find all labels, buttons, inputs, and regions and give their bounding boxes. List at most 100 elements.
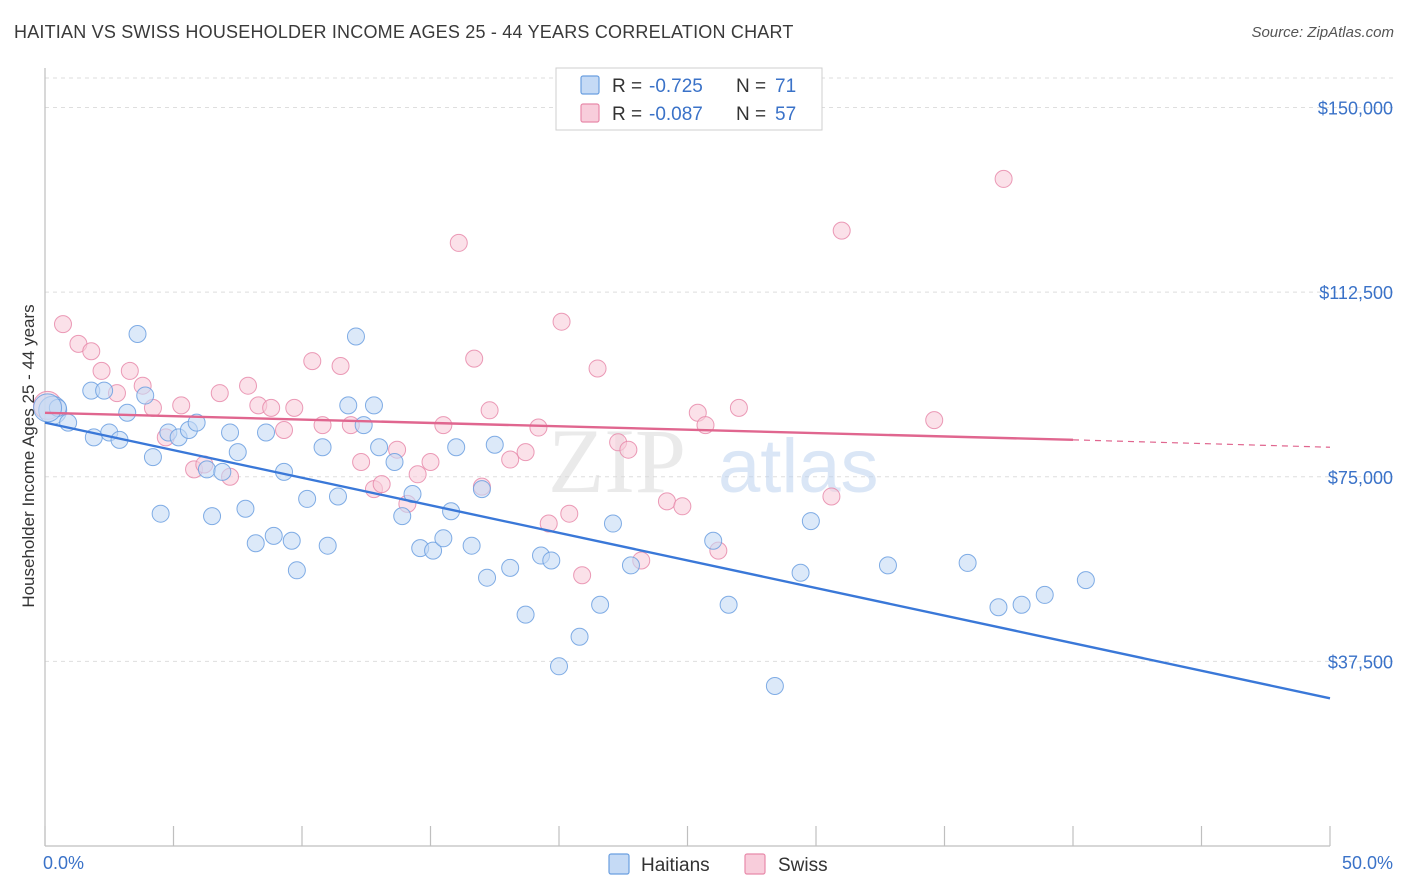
- haitian-point: [282, 531, 301, 550]
- haitian-point: [570, 627, 589, 646]
- watermark-atlas: atlas: [718, 424, 879, 509]
- haitian-point: [1076, 571, 1095, 590]
- haitian-point: [151, 504, 170, 523]
- haitian-trend-line: [44, 421, 1331, 700]
- haitian-point: [287, 561, 306, 580]
- points-layer: [33, 169, 1095, 695]
- legend-r-label-haitians: R =: [612, 76, 642, 97]
- haitian-point: [246, 534, 265, 553]
- haitian-point: [221, 423, 240, 442]
- source-label: Source: ZipAtlas.com: [1251, 24, 1394, 41]
- haitian-point: [354, 416, 373, 435]
- haitian-point: [393, 507, 412, 526]
- swiss-point: [275, 421, 294, 439]
- haitian-point: [385, 453, 404, 471]
- haitian-point: [228, 443, 247, 462]
- haitian-point: [989, 598, 1008, 617]
- haitian-point: [257, 423, 276, 442]
- haitian-point: [370, 438, 389, 457]
- swiss-point: [434, 416, 453, 435]
- bottom-legend-swatch-haitians: [608, 853, 630, 875]
- bottom-legend-label-swiss: Swiss: [778, 855, 828, 876]
- trend-layer: [44, 411, 1331, 700]
- swiss-point: [372, 475, 391, 494]
- haitian-point: [1035, 585, 1054, 604]
- legend-n-value-haitians: 71: [775, 76, 796, 97]
- haitian-point: [462, 536, 481, 555]
- haitian-point: [197, 460, 216, 479]
- haitian-point: [213, 462, 232, 481]
- haitian-point: [128, 325, 147, 343]
- haitian-point: [719, 595, 738, 614]
- swiss-point: [92, 361, 111, 380]
- swiss-point: [421, 453, 440, 471]
- swiss-point: [285, 398, 304, 417]
- swiss-point: [539, 514, 558, 533]
- legend-r-value-swiss: -0.087: [649, 104, 703, 125]
- haitian-point: [878, 556, 897, 575]
- haitian-point: [447, 438, 466, 457]
- haitian-point: [136, 386, 155, 405]
- legend: R = -0.725 N = 71 R = -0.087 N = 57: [555, 67, 823, 131]
- swiss-point: [465, 349, 484, 368]
- haitian-point: [95, 381, 114, 400]
- y-axis-label: Householder Income Ages 25 - 44 years: [19, 304, 38, 607]
- x-tick-label: 50.0%: [1342, 853, 1393, 873]
- legend-n-label-haitians: N =: [736, 76, 766, 97]
- haitian-point: [318, 536, 337, 555]
- axes: [44, 68, 1331, 847]
- swiss-point: [53, 315, 72, 334]
- haitian-point: [33, 393, 63, 423]
- haitian-point: [485, 435, 504, 454]
- haitian-point: [621, 556, 640, 575]
- watermark: ZIP atlas: [548, 410, 879, 512]
- swiss-point: [120, 361, 139, 380]
- swiss-point: [994, 169, 1013, 188]
- legend-swatch-haitians: [580, 75, 600, 95]
- haitian-point: [328, 487, 347, 506]
- swiss-point: [408, 465, 427, 484]
- swiss-point: [303, 352, 322, 371]
- legend-r-value-haitians: -0.725: [649, 76, 703, 97]
- haitian-point: [516, 605, 535, 624]
- bottom-legend: Haitians Swiss: [608, 853, 828, 876]
- haitian-point: [501, 558, 520, 577]
- haitian-point: [313, 438, 332, 457]
- haitian-point: [472, 480, 491, 499]
- haitian-point: [958, 553, 977, 572]
- haitian-point: [603, 514, 622, 533]
- swiss-point: [832, 221, 851, 240]
- swiss-point: [352, 453, 371, 471]
- haitian-point: [187, 413, 206, 432]
- haitian-point: [434, 529, 453, 548]
- haitian-point: [298, 489, 317, 508]
- haitian-point: [424, 541, 443, 560]
- swiss-point: [262, 398, 281, 417]
- haitian-point: [118, 403, 137, 422]
- swiss-point: [822, 487, 841, 506]
- swiss-point: [501, 450, 520, 469]
- y-tick-label: $75,000: [1328, 468, 1393, 488]
- haitian-point: [264, 526, 283, 545]
- chart-title: HAITIAN VS SWISS HOUSEHOLDER INCOME AGES…: [14, 22, 794, 42]
- haitian-point: [591, 595, 610, 614]
- haitian-point: [143, 448, 162, 467]
- swiss-point: [480, 401, 499, 420]
- bottom-legend-swatch-swiss: [744, 853, 766, 875]
- swiss-point: [588, 359, 607, 378]
- haitian-point: [236, 499, 255, 518]
- swiss-point: [619, 440, 638, 459]
- swiss-point: [82, 342, 101, 361]
- legend-r-label-swiss: R =: [612, 104, 642, 125]
- y-tick-label: $150,000: [1318, 99, 1393, 119]
- swiss-point: [239, 376, 258, 395]
- swiss-point: [729, 398, 748, 417]
- y-tick-label: $37,500: [1328, 652, 1393, 672]
- swiss-point: [552, 312, 571, 331]
- swiss-point: [210, 384, 229, 403]
- haitian-point: [550, 657, 568, 676]
- legend-n-label-swiss: N =: [736, 104, 766, 125]
- haitian-point: [542, 551, 561, 570]
- haitian-point: [203, 507, 222, 526]
- swiss-point: [573, 566, 592, 585]
